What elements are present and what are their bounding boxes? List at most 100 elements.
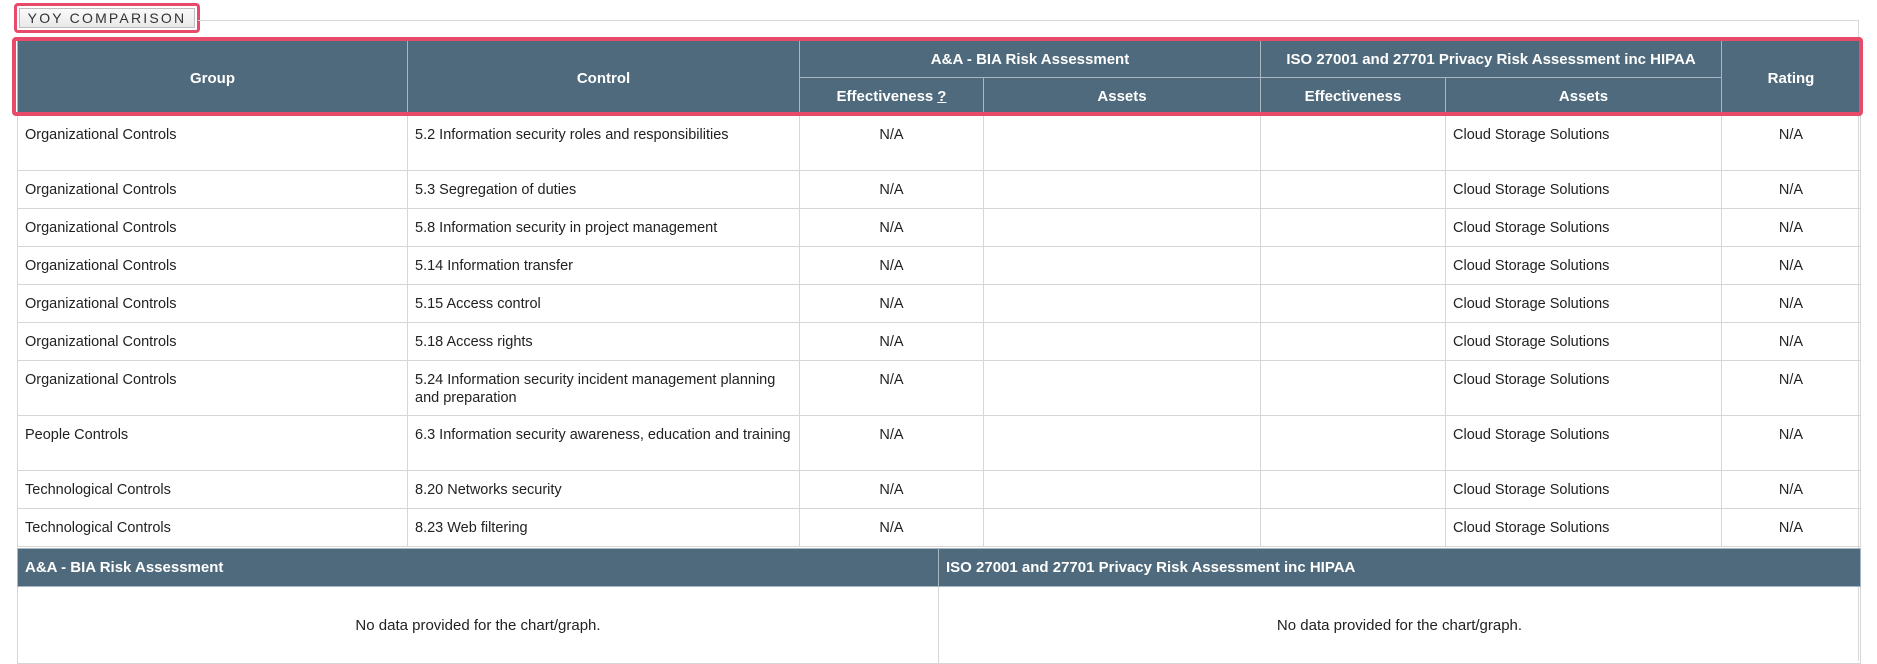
row-iso-assets-cell: Cloud Storage Solutions <box>1444 208 1723 247</box>
row-group-cell: Organizational Controls <box>17 115 408 171</box>
row-iso-assets-cell: Cloud Storage Solutions <box>1444 115 1723 171</box>
row-rating-cell: N/A <box>1721 415 1862 471</box>
row-rating-cell: N/A <box>1721 360 1862 416</box>
table-row: Organizational Controls 5.24 Information … <box>17 360 1862 416</box>
row-rating-cell: N/A <box>1721 115 1862 171</box>
row-iso-effectiveness-cell <box>1260 208 1446 247</box>
row-rating-cell: N/A <box>1721 508 1862 547</box>
header-bia-assets[interactable]: Assets <box>983 77 1261 116</box>
row-iso-assets-cell: Cloud Storage Solutions <box>1444 415 1723 471</box>
row-group-cell: Organizational Controls <box>17 208 408 247</box>
table-row: Technological Controls 8.20 Networks secu… <box>17 470 1862 509</box>
row-bia-effectiveness-cell: N/A <box>799 508 984 547</box>
effectiveness-help-link[interactable]: ? <box>937 88 947 105</box>
row-group-cell: Organizational Controls <box>17 322 408 361</box>
row-iso-assets-cell: Cloud Storage Solutions <box>1444 246 1723 285</box>
row-bia-assets-cell <box>983 470 1261 509</box>
table-row: Organizational Controls 5.18 Access right… <box>17 322 1862 361</box>
summary-bia-title: A&A - BIA Risk Assessment <box>17 548 939 587</box>
row-iso-assets-cell: Cloud Storage Solutions <box>1444 170 1723 209</box>
controls-table-body: Organizational Controls 5.2 Information s… <box>17 115 1862 547</box>
row-control-cell: 8.20 Networks security <box>407 470 800 509</box>
row-iso-assets-cell: Cloud Storage Solutions <box>1444 470 1723 509</box>
row-iso-effectiveness-cell <box>1260 115 1446 171</box>
row-control-cell: 8.23 Web filtering <box>407 508 800 547</box>
row-bia-effectiveness-cell: N/A <box>799 415 984 471</box>
table-row: People Controls 6.3 Information security … <box>17 415 1862 471</box>
row-rating-cell: N/A <box>1721 470 1862 509</box>
row-bia-assets-cell <box>983 284 1261 323</box>
row-group-cell: Organizational Controls <box>17 170 408 209</box>
header-iso-effectiveness[interactable]: Effectiveness <box>1260 77 1446 116</box>
row-group-cell: Organizational Controls <box>17 246 408 285</box>
row-bia-effectiveness-cell: N/A <box>799 470 984 509</box>
controls-table: Group Control A&A - BIA Risk Assessment … <box>17 40 1862 547</box>
row-iso-effectiveness-cell <box>1260 284 1446 323</box>
panel-top-border <box>198 20 1859 21</box>
header-control[interactable]: Control <box>407 40 800 116</box>
row-iso-assets-cell: Cloud Storage Solutions <box>1444 508 1723 547</box>
row-bia-assets-cell <box>983 246 1261 285</box>
header-bia-effectiveness[interactable]: Effectiveness? <box>799 77 984 116</box>
row-control-cell: 5.18 Access rights <box>407 322 800 361</box>
row-rating-cell: N/A <box>1721 322 1862 361</box>
table-row: Organizational Controls 5.3 Segregation o… <box>17 170 1862 209</box>
row-bia-effectiveness-cell: N/A <box>799 322 984 361</box>
row-iso-assets-cell: Cloud Storage Solutions <box>1444 322 1723 361</box>
row-bia-effectiveness-cell: N/A <box>799 246 984 285</box>
summary-bia-message: No data provided for the chart/graph. <box>17 586 939 664</box>
header-iso-assets[interactable]: Assets <box>1444 77 1723 116</box>
row-group-cell: People Controls <box>17 415 408 471</box>
row-bia-effectiveness-cell: N/A <box>799 284 984 323</box>
table-row: Organizational Controls 5.14 Information … <box>17 246 1862 285</box>
row-control-cell: 5.3 Segregation of duties <box>407 170 800 209</box>
row-group-cell: Technological Controls <box>17 508 408 547</box>
yoy-comparison-tab-label: YOY COMPARISON <box>19 8 195 28</box>
row-iso-effectiveness-cell <box>1260 470 1446 509</box>
row-rating-cell: N/A <box>1721 208 1862 247</box>
row-control-cell: 6.3 Information security awareness, educ… <box>407 415 800 471</box>
row-control-cell: 5.8 Information security in project mana… <box>407 208 800 247</box>
row-bia-effectiveness-cell: N/A <box>799 115 984 171</box>
row-iso-effectiveness-cell <box>1260 508 1446 547</box>
row-iso-effectiveness-cell <box>1260 322 1446 361</box>
table-row: Organizational Controls 5.8 Information s… <box>17 208 1862 247</box>
header-iso-risk-assessment: ISO 27001 and 27701 Privacy Risk Assessm… <box>1259 40 1723 78</box>
table-row: Organizational Controls 5.15 Access contr… <box>17 284 1862 323</box>
row-control-cell: 5.2 Information security roles and respo… <box>407 115 800 171</box>
header-bia-risk-assessment: A&A - BIA Risk Assessment <box>799 40 1261 78</box>
row-rating-cell: N/A <box>1721 246 1862 285</box>
row-bia-effectiveness-cell: N/A <box>799 170 984 209</box>
row-bia-assets-cell <box>983 360 1261 416</box>
row-group-cell: Organizational Controls <box>17 360 408 416</box>
summary-iso-message: No data provided for the chart/graph. <box>938 586 1861 664</box>
yoy-comparison-tab[interactable]: YOY COMPARISON <box>14 3 200 33</box>
table-row: Technological Controls 8.23 Web filtering… <box>17 508 1862 547</box>
row-iso-effectiveness-cell <box>1260 360 1446 416</box>
header-bia-effectiveness-label: Effectiveness <box>836 88 934 105</box>
row-iso-assets-cell: Cloud Storage Solutions <box>1444 360 1723 416</box>
row-bia-assets-cell <box>983 170 1261 209</box>
row-iso-effectiveness-cell <box>1260 246 1446 285</box>
row-bia-effectiveness-cell: N/A <box>799 208 984 247</box>
summary-iso-title: ISO 27001 and 27701 Privacy Risk Assessm… <box>938 548 1861 587</box>
row-bia-assets-cell <box>983 322 1261 361</box>
row-group-cell: Organizational Controls <box>17 284 408 323</box>
row-bia-assets-cell <box>983 508 1261 547</box>
row-iso-effectiveness-cell <box>1260 170 1446 209</box>
row-rating-cell: N/A <box>1721 170 1862 209</box>
row-control-cell: 5.15 Access control <box>407 284 800 323</box>
chart-summary-table: A&A - BIA Risk Assessment ISO 27001 and … <box>17 548 1861 664</box>
row-bia-effectiveness-cell: N/A <box>799 360 984 416</box>
row-bia-assets-cell <box>983 208 1261 247</box>
header-group[interactable]: Group <box>17 40 408 116</box>
header-rating[interactable]: Rating <box>1721 40 1862 116</box>
row-control-cell: 5.14 Information transfer <box>407 246 800 285</box>
table-row: Organizational Controls 5.2 Information s… <box>17 115 1862 171</box>
row-iso-assets-cell: Cloud Storage Solutions <box>1444 284 1723 323</box>
row-iso-effectiveness-cell <box>1260 415 1446 471</box>
row-rating-cell: N/A <box>1721 284 1862 323</box>
row-group-cell: Technological Controls <box>17 470 408 509</box>
row-bia-assets-cell <box>983 415 1261 471</box>
row-control-cell: 5.24 Information security incident manag… <box>407 360 800 416</box>
